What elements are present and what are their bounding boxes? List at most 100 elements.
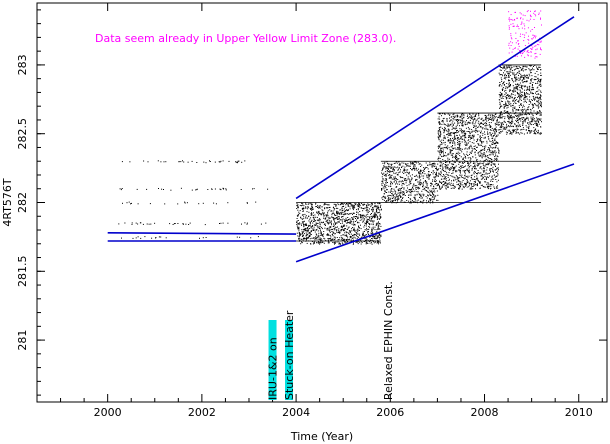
data-point (307, 207, 309, 209)
data-point (529, 69, 531, 71)
data-point (478, 120, 480, 122)
data-point (330, 240, 332, 242)
data-point (298, 226, 300, 228)
data-point (454, 167, 456, 169)
data-point (520, 96, 522, 98)
data-point (398, 190, 399, 192)
data-point (485, 125, 487, 127)
data-point (514, 106, 516, 108)
data-point (312, 216, 314, 218)
data-point (502, 87, 504, 89)
data-point (497, 134, 499, 136)
data-point (510, 132, 512, 134)
data-point (488, 118, 490, 120)
data-point (348, 226, 350, 228)
data-point (413, 165, 415, 167)
data-point (529, 75, 531, 77)
data-point (337, 217, 339, 219)
data-point (519, 86, 521, 88)
data-point (403, 194, 405, 196)
data-point (464, 157, 466, 159)
data-point (439, 174, 441, 175)
data-point (406, 191, 407, 193)
data-point (429, 189, 431, 191)
data-point (311, 219, 313, 221)
data-point (357, 217, 359, 219)
data-point (362, 234, 364, 236)
data-point (445, 129, 447, 131)
data-point (395, 195, 397, 197)
data-point (362, 233, 364, 235)
data-point (399, 192, 401, 194)
data-point (337, 202, 339, 204)
data-point (383, 185, 385, 187)
data-point (435, 187, 437, 189)
data-point (500, 67, 502, 68)
data-point (322, 212, 324, 214)
data-point (473, 116, 475, 118)
data-point (315, 233, 317, 235)
data-point (468, 122, 470, 124)
data-point (486, 184, 488, 186)
data-point (540, 102, 542, 104)
data-point (394, 197, 396, 199)
data-point (493, 171, 494, 173)
data-point (319, 225, 321, 227)
data-point (499, 113, 501, 115)
data-point (530, 112, 532, 114)
data-point (305, 207, 307, 209)
data-point (358, 226, 359, 228)
data-point (449, 149, 451, 150)
data-point (443, 170, 444, 171)
data-point (438, 156, 440, 158)
data-point (494, 114, 496, 115)
data-point (476, 146, 478, 148)
data-point (538, 131, 539, 133)
data-point (119, 188, 121, 190)
data-point (313, 242, 315, 244)
data-point (470, 118, 472, 119)
data-point (377, 206, 379, 208)
data-point (508, 73, 509, 75)
data-point (438, 138, 440, 140)
data-point (529, 82, 531, 84)
data-point (440, 170, 442, 172)
data-point (412, 162, 414, 164)
data-point (137, 223, 139, 225)
data-point (525, 69, 527, 71)
data-point (353, 212, 354, 214)
data-point (438, 130, 440, 132)
data-point (327, 219, 329, 221)
data-point (296, 225, 298, 227)
data-point (479, 166, 481, 168)
data-point (466, 116, 468, 117)
data-point (445, 164, 447, 166)
data-point (453, 127, 455, 129)
data-point (535, 97, 537, 99)
data-point (532, 89, 534, 91)
data-point (402, 191, 404, 192)
data-point (477, 143, 479, 145)
data-point (310, 234, 312, 236)
data-point (340, 213, 342, 215)
data-point (526, 92, 527, 94)
data-point (442, 166, 444, 168)
data-point (506, 104, 508, 106)
data-point (516, 132, 518, 134)
data-point (479, 181, 481, 183)
data-point (459, 185, 461, 187)
data-point (299, 233, 301, 235)
data-point (399, 195, 401, 197)
data-point (533, 106, 535, 108)
data-point (534, 99, 535, 101)
data-point (513, 129, 515, 131)
data-point (333, 228, 335, 229)
data-point (460, 176, 462, 178)
data-point (512, 125, 514, 127)
data-point (499, 126, 501, 128)
data-point (416, 174, 418, 176)
data-point (323, 237, 325, 239)
data-point (485, 165, 487, 167)
data-point (515, 102, 517, 104)
data-point (417, 161, 419, 163)
